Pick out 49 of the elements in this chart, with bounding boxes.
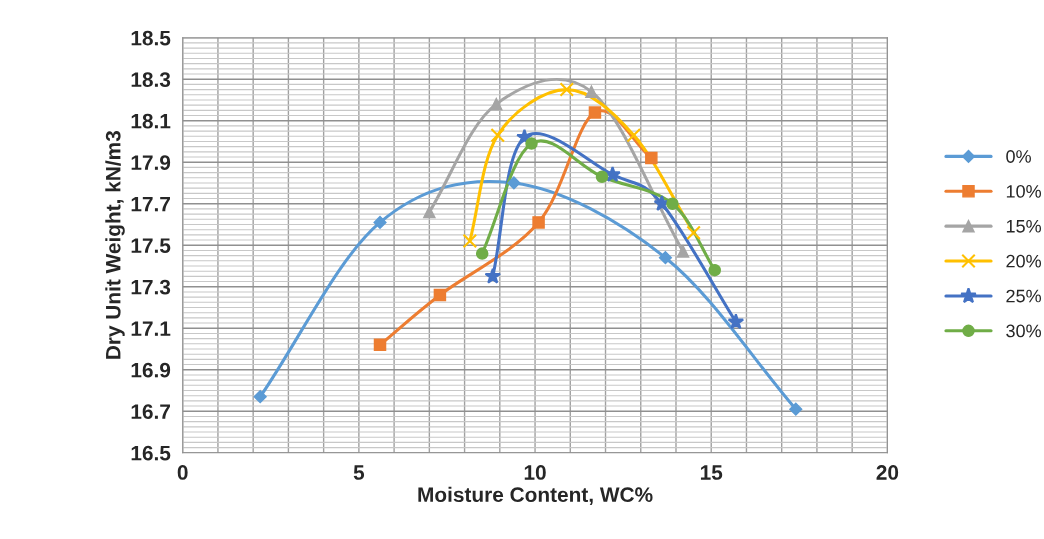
y-tick-label: 18.1 [131, 113, 171, 129]
point [490, 127, 505, 143]
legend-label: 25% [1006, 289, 1042, 303]
point [789, 402, 803, 416]
y-tick-label: 17.3 [131, 279, 171, 295]
x-tick-label: 10 [524, 465, 546, 480]
y-tick-label: 17.5 [131, 238, 171, 253]
point [507, 176, 521, 190]
point [484, 267, 502, 284]
y-tick-label: 17.7 [131, 196, 170, 212]
point [676, 245, 690, 258]
point [666, 197, 679, 210]
legend-label: 20% [1006, 254, 1042, 268]
y-tick-label: 16.5 [131, 445, 171, 461]
y-tick-label: 17.1 [131, 321, 171, 336]
x-tick-label: 20 [876, 465, 899, 480]
y-tick-label: 18.3 [131, 72, 171, 88]
point [559, 82, 575, 97]
point [433, 288, 447, 302]
legend-label: 10% [1006, 184, 1042, 198]
point [595, 170, 609, 184]
x-axis-title: Moisture Content, WC% [418, 486, 653, 506]
point [708, 263, 721, 277]
legend-label: 15% [1006, 219, 1042, 233]
x-tick-label: 0 [177, 465, 188, 480]
point [532, 216, 545, 229]
point [423, 205, 436, 219]
point [727, 313, 745, 330]
y-tick-label: 18.5 [131, 30, 171, 46]
legend-label: 0% [1006, 150, 1031, 163]
point [475, 247, 489, 260]
x-tick-label: 5 [353, 465, 365, 480]
point [373, 215, 387, 230]
point [588, 106, 602, 119]
y-tick-label: 16.7 [131, 404, 170, 420]
legend-label: 30% [1006, 324, 1042, 338]
y-tick-label: 17.9 [131, 155, 171, 170]
point [462, 233, 478, 249]
point [525, 137, 538, 150]
y-axis-title: Dry Unit Weight, kN/m3 [105, 131, 125, 359]
point [253, 390, 267, 404]
x-tick-label: 15 [700, 465, 723, 480]
point [645, 151, 658, 165]
point [626, 127, 641, 143]
point [658, 251, 673, 265]
point [490, 97, 503, 111]
y-tick-label: 16.9 [131, 362, 171, 378]
point [686, 225, 701, 241]
point [373, 338, 387, 352]
